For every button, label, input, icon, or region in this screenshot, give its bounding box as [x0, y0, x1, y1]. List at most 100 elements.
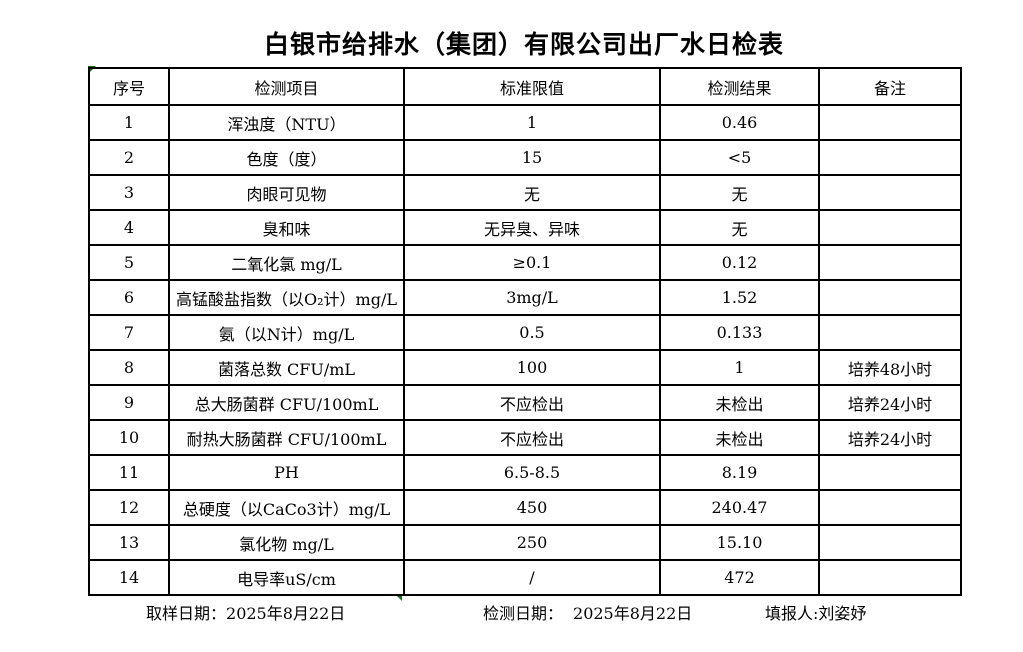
cell-limit: 不应检出	[403, 384, 661, 421]
excel-bottom-artifact-icon	[395, 594, 402, 601]
cell-item: 菌落总数 CFU/mL	[168, 349, 405, 386]
table-row: 7 氨（以N计）mg/L 0.5 0.133	[88, 314, 962, 351]
cell-limit: 6.5-8.5	[403, 454, 661, 491]
table-row: 6 高锰酸盐指数（以O₂计）mg/L 3mg/L 1.52	[88, 279, 962, 316]
cell-remark	[818, 104, 962, 141]
table-row: 8 菌落总数 CFU/mL 100 1 培养48小时	[88, 349, 962, 386]
header-limit: 标准限值	[403, 67, 661, 106]
cell-item: 臭和味	[168, 209, 405, 246]
cell-result: 无	[659, 174, 820, 211]
cell-result: 0.46	[659, 104, 820, 141]
cell-remark	[818, 489, 962, 526]
cell-result: 8.19	[659, 454, 820, 491]
cell-limit: 100	[403, 349, 661, 386]
sampling-date-value: 2025年8月22日	[226, 604, 346, 623]
cell-limit: 250	[403, 524, 661, 561]
cell-limit: 不应检出	[403, 419, 661, 456]
cell-remark	[818, 454, 962, 491]
cell-no: 3	[88, 174, 170, 211]
cell-limit: 无异臭、异味	[403, 209, 661, 246]
cell-remark	[818, 174, 962, 211]
test-date-value: 2025年8月22日	[573, 604, 693, 623]
cell-result: 未检出	[659, 419, 820, 456]
cell-item: 总硬度（以CaCo3计）mg/L	[168, 489, 405, 526]
table-row: 14 电导率uS/cm / 472	[88, 559, 962, 596]
cell-item: PH	[168, 454, 405, 491]
cell-no: 4	[88, 209, 170, 246]
cell-item: 肉眼可见物	[168, 174, 405, 211]
cell-limit: 0.5	[403, 314, 661, 351]
cell-item: 高锰酸盐指数（以O₂计）mg/L	[168, 279, 405, 316]
cell-remark: 培养48小时	[818, 349, 962, 386]
cell-limit: 无	[403, 174, 661, 211]
table-row: 10 耐热大肠菌群 CFU/100mL 不应检出 未检出 培养24小时	[88, 419, 962, 456]
cell-result: 15.10	[659, 524, 820, 561]
cell-no: 2	[88, 139, 170, 176]
cell-item: 氨（以N计）mg/L	[168, 314, 405, 351]
cell-item: 色度（度）	[168, 139, 405, 176]
reporter-label: 填报人:	[765, 604, 819, 623]
cell-remark	[818, 559, 962, 596]
cell-remark	[818, 279, 962, 316]
cell-result: 0.12	[659, 244, 820, 281]
cell-result: 240.47	[659, 489, 820, 526]
cell-remark	[818, 524, 962, 561]
test-date-line: 检测日期： 2025年8月22日	[483, 600, 692, 624]
table-row: 3 肉眼可见物 无 无	[88, 174, 962, 211]
cell-result: 472	[659, 559, 820, 596]
cell-no: 8	[88, 349, 170, 386]
reporter-name: 刘姿妤	[818, 604, 867, 623]
cell-item: 总大肠菌群 CFU/100mL	[168, 384, 405, 421]
cell-limit: 1	[403, 104, 661, 141]
cell-item: 二氧化氯 mg/L	[168, 244, 405, 281]
cell-remark	[818, 209, 962, 246]
page-title: 白银市给排水（集团）有限公司出厂水日检表	[263, 30, 784, 59]
cell-result: <5	[659, 139, 820, 176]
cell-remark: 培养24小时	[818, 419, 962, 456]
cell-result: 未检出	[659, 384, 820, 421]
test-date-label: 检测日期：	[483, 604, 564, 623]
table-row: 12 总硬度（以CaCo3计）mg/L 450 240.47	[88, 489, 962, 526]
cell-limit: /	[403, 559, 661, 596]
inspection-table: 序号 检测项目 标准限值 检测结果 备注 1 浑浊度（NTU） 1 0.46 2…	[88, 67, 962, 596]
cell-item: 浑浊度（NTU）	[168, 104, 405, 141]
sampling-date-line: 取样日期：2025年8月22日	[146, 600, 345, 624]
table-row: 11 PH 6.5-8.5 8.19	[88, 454, 962, 491]
cell-result: 0.133	[659, 314, 820, 351]
cell-limit: 450	[403, 489, 661, 526]
reporter-line: 填报人:刘姿妤	[765, 600, 866, 624]
cell-no: 12	[88, 489, 170, 526]
cell-no: 5	[88, 244, 170, 281]
header-result: 检测结果	[659, 67, 820, 106]
cell-result: 1.52	[659, 279, 820, 316]
cell-item: 耐热大肠菌群 CFU/100mL	[168, 419, 405, 456]
header-no: 序号	[88, 67, 170, 106]
cell-remark	[818, 139, 962, 176]
cell-limit: 15	[403, 139, 661, 176]
table-row: 9 总大肠菌群 CFU/100mL 不应检出 未检出 培养24小时	[88, 384, 962, 421]
cell-remark	[818, 314, 962, 351]
cell-limit: ≥0.1	[403, 244, 661, 281]
cell-no: 7	[88, 314, 170, 351]
table-row: 13 氯化物 mg/L 250 15.10	[88, 524, 962, 561]
table-row: 1 浑浊度（NTU） 1 0.46	[88, 104, 962, 141]
header-remark: 备注	[818, 67, 962, 106]
table-row: 5 二氧化氯 mg/L ≥0.1 0.12	[88, 244, 962, 281]
cell-limit: 3mg/L	[403, 279, 661, 316]
cell-remark	[818, 244, 962, 281]
cell-no: 11	[88, 454, 170, 491]
cell-no: 13	[88, 524, 170, 561]
cell-no: 6	[88, 279, 170, 316]
sampling-date-label: 取样日期：	[146, 604, 227, 623]
table-row: 2 色度（度） 15 <5	[88, 139, 962, 176]
table-row: 4 臭和味 无异臭、异味 无	[88, 209, 962, 246]
cell-result: 1	[659, 349, 820, 386]
cell-remark: 培养24小时	[818, 384, 962, 421]
cell-no: 1	[88, 104, 170, 141]
cell-result: 无	[659, 209, 820, 246]
table-header-row: 序号 检测项目 标准限值 检测结果 备注	[88, 67, 962, 106]
header-item: 检测项目	[168, 67, 405, 106]
cell-item: 电导率uS/cm	[168, 559, 405, 596]
cell-no: 9	[88, 384, 170, 421]
cell-item: 氯化物 mg/L	[168, 524, 405, 561]
